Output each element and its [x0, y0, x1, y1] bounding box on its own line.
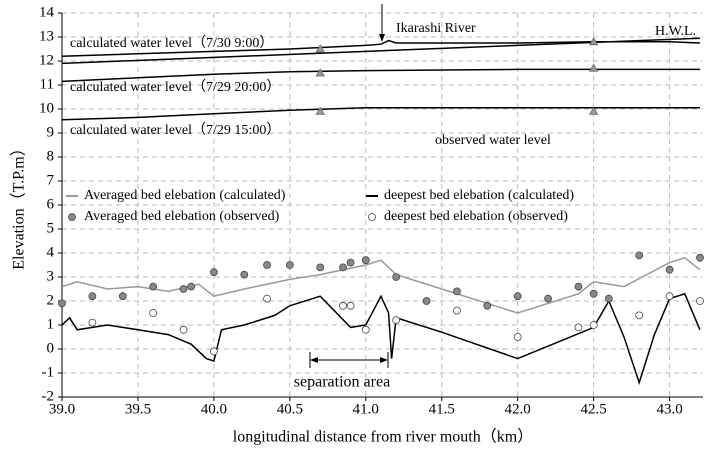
marker	[315, 106, 325, 115]
legend-label: deepest bed elebation (observed)	[384, 209, 568, 224]
legend-label: Averaged bed elebation (observed)	[84, 209, 280, 224]
marker	[88, 318, 97, 327]
annotation-arrowhead	[310, 357, 318, 363]
y-tick-label: -1	[42, 364, 55, 380]
marker	[574, 282, 583, 291]
marker	[665, 265, 674, 274]
annotation: Ikarashi River	[396, 21, 476, 36]
marker	[422, 297, 431, 305]
y-tick-label: 7	[47, 172, 55, 188]
marker	[574, 323, 583, 332]
marker	[589, 289, 598, 298]
series-label: calculated water level（7/29 15:00）	[70, 122, 280, 138]
marker	[149, 309, 158, 317]
x-tick-label: 39.5	[125, 401, 151, 417]
marker	[696, 297, 704, 305]
y-tick-label: 10	[39, 100, 54, 116]
x-tick-label: 42.0	[505, 401, 531, 417]
marker	[88, 292, 97, 301]
marker	[696, 253, 704, 262]
legend-swatch	[368, 213, 376, 221]
marker	[392, 316, 401, 325]
y-tick-label: 5	[47, 220, 55, 236]
legend-label: deepest bed elebation (calculated)	[384, 188, 574, 203]
marker	[339, 301, 347, 310]
legend-label: Averaged bed elebation (calculated)	[84, 188, 286, 203]
series-label: calculated water level（7/30 9:00）	[70, 35, 273, 51]
marker	[635, 251, 644, 260]
marker	[346, 301, 355, 310]
marker	[263, 261, 271, 269]
y-tick-label: 3	[47, 268, 55, 284]
marker	[544, 294, 552, 303]
marker	[604, 294, 613, 303]
x-tick-label: 43.0	[656, 401, 682, 417]
legend-swatch	[68, 213, 76, 221]
marker	[209, 268, 218, 277]
marker	[179, 285, 188, 293]
x-tick-label: 39.0	[49, 401, 75, 417]
y-tick-label: 14	[39, 4, 55, 20]
x-tick-label: 40.5	[277, 401, 303, 417]
series-line	[61, 256, 701, 314]
series-line	[61, 107, 700, 121]
marker	[453, 287, 461, 296]
x-tick-label: 40.0	[201, 401, 227, 417]
x-tick-label: 41.5	[429, 401, 455, 417]
y-tick-label: 13	[39, 28, 54, 44]
marker	[179, 325, 188, 334]
marker	[588, 106, 599, 115]
marker	[339, 263, 347, 272]
x-tick-label: 42.5	[581, 401, 607, 417]
y-tick-label: 2	[47, 292, 55, 308]
marker	[513, 292, 522, 301]
marker	[149, 282, 158, 291]
x-axis-title: longitudinal distance from river mouth（k…	[233, 428, 533, 446]
marker	[453, 306, 461, 315]
marker	[588, 63, 599, 72]
y-tick-label: 6	[47, 196, 55, 212]
annotation: separation area	[294, 374, 390, 391]
marker	[589, 321, 598, 329]
marker	[483, 301, 492, 310]
marker	[361, 325, 370, 334]
marker	[240, 270, 249, 279]
y-tick-label: 0	[47, 340, 55, 356]
y-tick-label: 12	[39, 52, 54, 68]
marker	[588, 36, 599, 46]
series-label: calculated water level（7/29 20:00）	[70, 79, 280, 95]
x-tick-label: 41.0	[353, 401, 379, 417]
annotation-arrowhead	[379, 34, 385, 42]
y-tick-label: 1	[47, 316, 55, 332]
marker	[58, 299, 66, 308]
marker	[392, 273, 401, 281]
series-line	[61, 68, 700, 83]
y-tick-label: 9	[47, 124, 55, 140]
marker	[315, 68, 325, 77]
series-label: observed water level	[435, 133, 551, 148]
marker	[209, 347, 218, 356]
marker	[665, 292, 674, 301]
series-line	[61, 292, 701, 386]
y-tick-label: -2	[42, 388, 55, 404]
y-tick-label: 4	[47, 244, 55, 260]
marker	[361, 256, 370, 265]
series-label: H.W.L.	[655, 24, 696, 39]
marker	[635, 311, 644, 320]
y-axis-title: Elevation（T.P.m）	[10, 140, 28, 269]
annotation-arrowhead	[380, 357, 388, 363]
marker	[285, 261, 294, 269]
marker	[118, 292, 127, 301]
y-tick-label: 11	[40, 76, 54, 92]
marker	[513, 333, 522, 341]
marker	[316, 263, 325, 272]
marker	[315, 44, 325, 53]
marker	[187, 282, 196, 291]
y-tick-label: 8	[47, 148, 55, 164]
marker	[263, 294, 271, 303]
marker	[346, 258, 355, 267]
